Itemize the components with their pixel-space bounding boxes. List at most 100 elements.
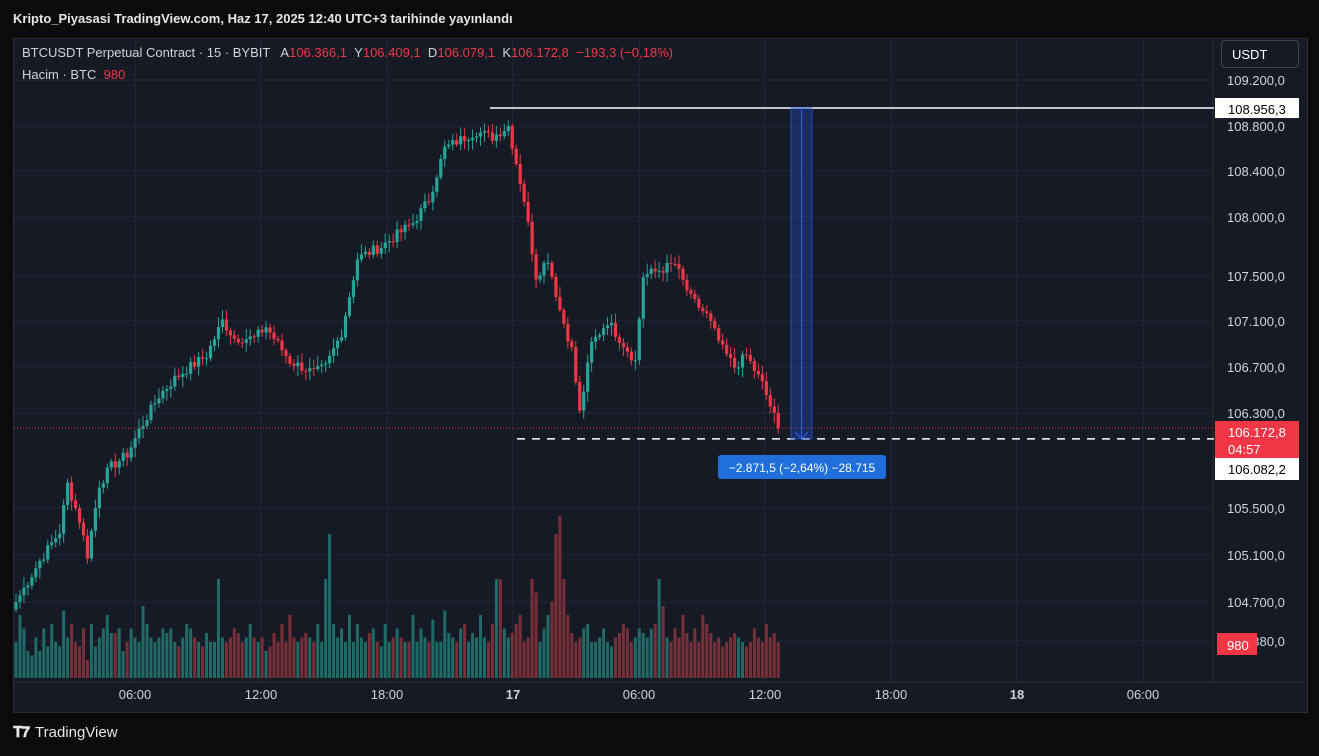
volume-bar — [383, 624, 387, 678]
time-tick-label: 18 — [1010, 687, 1024, 702]
candle-body — [260, 329, 264, 333]
volume-label[interactable]: Hacim · BTC — [22, 67, 97, 82]
volume-bar — [260, 637, 264, 678]
volume-bar — [284, 642, 288, 678]
volume-bar — [558, 516, 562, 678]
volume-bar — [58, 646, 62, 678]
candle-body — [46, 545, 50, 560]
candle-body — [300, 362, 304, 371]
volume-bar — [733, 633, 737, 678]
volume-bar — [113, 633, 117, 678]
volume-bar — [582, 628, 586, 678]
volume-bar — [34, 637, 38, 678]
volume-bar — [613, 637, 617, 678]
candle-body — [447, 144, 451, 147]
volume-bar — [395, 628, 399, 678]
candle-body — [224, 319, 229, 331]
volume-bar — [625, 628, 629, 678]
volume-bar — [336, 637, 340, 678]
current-price-tag: 04:57 — [1228, 442, 1261, 457]
volume-bar — [26, 651, 30, 678]
open-value: 106.366,1 — [289, 45, 347, 60]
candle-body — [673, 263, 677, 265]
candle-body — [77, 508, 82, 523]
volume-bar — [328, 534, 332, 678]
candle-body — [609, 322, 614, 326]
candle-body — [399, 229, 403, 233]
candle-body — [173, 375, 177, 387]
volume-bar — [244, 637, 248, 678]
candle-body — [121, 452, 125, 462]
candle-body — [594, 336, 598, 342]
price-tick-label: 108.400,0 — [1227, 164, 1285, 179]
volume-bar — [677, 637, 681, 678]
volume-bar — [141, 606, 145, 678]
candle-body — [248, 336, 252, 340]
change-value: −193,3 (−0,18%) — [576, 45, 673, 60]
volume-bar — [494, 579, 498, 678]
volume-bar — [367, 633, 371, 678]
candle-body — [105, 467, 109, 484]
candle-body — [641, 277, 645, 319]
candle-body — [264, 327, 268, 333]
time-tick-label: 12:00 — [749, 687, 782, 702]
candle-body — [26, 585, 30, 588]
volume-bar — [276, 642, 280, 678]
price-tick-label: 106.700,0 — [1227, 360, 1285, 375]
candle-body — [85, 535, 90, 559]
volume-bar — [482, 637, 486, 678]
volume-bar — [149, 637, 153, 678]
volume-bar — [153, 642, 157, 678]
volume-bar — [713, 642, 717, 678]
candle-body — [161, 390, 165, 399]
volume-bar — [768, 637, 772, 678]
volume-bar — [475, 637, 479, 678]
volume-bar — [554, 534, 558, 678]
currency-button[interactable]: USDT — [1221, 40, 1299, 68]
volume-bar — [776, 642, 780, 678]
price-tick-label: 109.200,0 — [1227, 73, 1285, 88]
candle-body — [62, 504, 66, 534]
candle-body — [220, 319, 225, 327]
candle-body — [744, 354, 749, 356]
volume-bar — [435, 642, 439, 678]
candle-body — [332, 348, 336, 356]
candle-body — [530, 221, 534, 255]
candle-body — [709, 313, 713, 321]
volume-bar — [506, 637, 510, 678]
time-tick-label: 06:00 — [119, 687, 152, 702]
volume-bar — [455, 642, 459, 678]
volume-bar — [486, 642, 490, 678]
volume-bar — [93, 646, 97, 678]
candle-body — [101, 483, 105, 488]
volume-bar — [498, 579, 502, 678]
symbol-name[interactable]: BTCUSDT Perpetual Contract · 15 · BYBIT — [22, 45, 271, 60]
volume-bar — [161, 628, 165, 678]
volume-bar — [137, 642, 141, 678]
candle-body — [768, 395, 772, 407]
candle-body — [296, 362, 300, 366]
volume-bar — [169, 628, 173, 678]
volume-bar — [264, 651, 268, 678]
candle-body — [435, 177, 439, 192]
volume-bar — [617, 633, 621, 678]
time-tick-label: 17 — [506, 687, 520, 702]
candle-body — [494, 134, 498, 141]
candle-body — [113, 461, 117, 468]
volume-bar — [30, 655, 34, 678]
volume-bar — [117, 628, 121, 678]
volume-bar — [133, 637, 137, 678]
volume-bar — [697, 642, 701, 678]
volume-bar — [355, 624, 359, 678]
candle-body — [66, 482, 70, 505]
candle-body — [451, 140, 455, 145]
volume-bar — [280, 624, 284, 678]
price-tick-label: 105.500,0 — [1227, 501, 1285, 516]
candle-body — [351, 280, 356, 298]
volume-bar — [74, 642, 78, 678]
volume-bar — [344, 642, 348, 678]
volume-bar — [351, 642, 355, 678]
volume-bar — [447, 633, 451, 678]
candle-body — [578, 381, 582, 411]
